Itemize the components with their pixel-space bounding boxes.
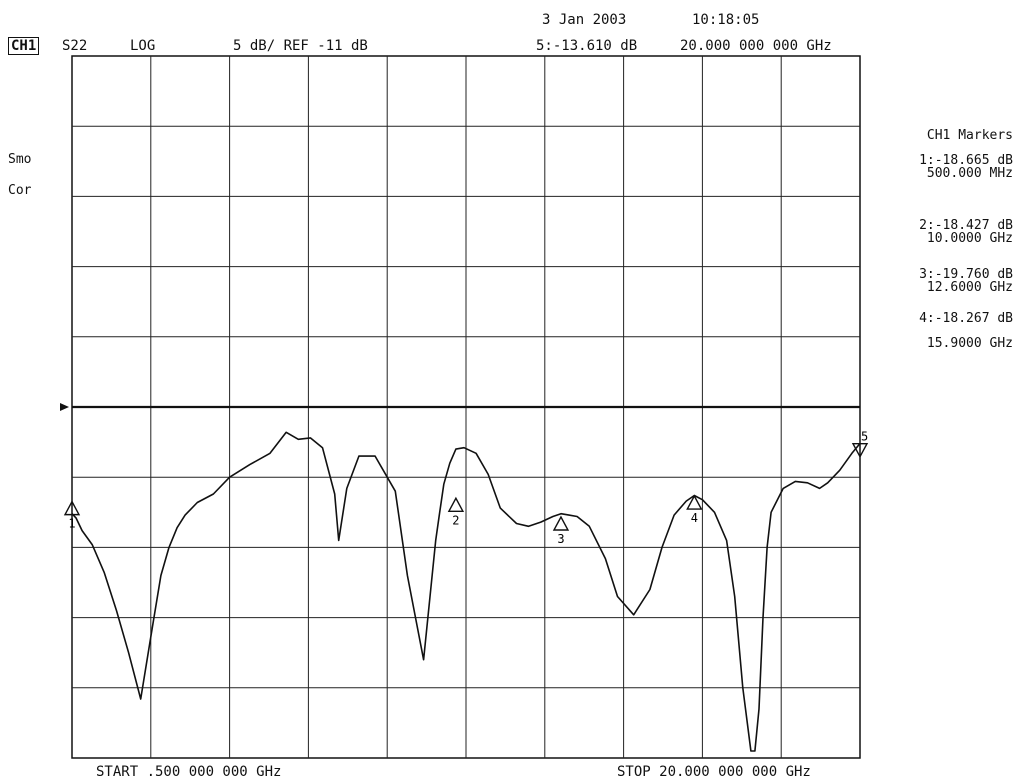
stop-frequency-label: STOP 20.000 000 000 GHz xyxy=(617,764,811,780)
start-frequency-label: START .500 000 000 GHz xyxy=(96,764,282,780)
marker-2-value: 2:-18.427 dB xyxy=(919,218,1013,233)
channel-label: CH1 xyxy=(8,37,40,55)
marker-triangle xyxy=(552,515,570,531)
marker-triangle xyxy=(447,496,465,512)
parameter-label: S22 xyxy=(62,38,88,54)
marker-5: 5 xyxy=(851,430,869,459)
marker-3-frequency: 12.6000 GHz xyxy=(926,280,1013,295)
marker-3: 3 xyxy=(552,515,570,546)
marker-1: 1 xyxy=(63,500,81,531)
marker-4: 4 xyxy=(686,494,703,525)
marker-2-frequency: 10.0000 GHz xyxy=(926,231,1013,246)
marker-4-value: 4:-18.267 dB xyxy=(919,311,1013,326)
marker-label: 4 xyxy=(691,511,698,525)
trace-series-1 xyxy=(71,431,861,752)
marker-label: 2 xyxy=(452,513,459,527)
marker-1-frequency: 500.000 MHz xyxy=(926,166,1013,181)
marker-4-frequency: 15.9000 GHz xyxy=(926,336,1013,351)
marker-triangle xyxy=(686,494,703,510)
scale-label: 5 dB/ REF -11 dB xyxy=(233,38,368,54)
date-label: 3 Jan 2003 xyxy=(542,12,627,28)
marker-label: 1 xyxy=(68,517,75,531)
marker-triangle xyxy=(851,442,869,459)
marker-3-value: 3:-19.760 dB xyxy=(919,267,1013,282)
marker-1-value: 1:-18.665 dB xyxy=(919,153,1013,168)
active-marker-value: 5:-13.610 dB xyxy=(536,38,638,54)
smoothing-annotation: Smo xyxy=(8,152,32,167)
correction-annotation: Cor xyxy=(8,183,32,198)
marker-label: 5 xyxy=(861,430,868,444)
format-label: LOG xyxy=(130,38,156,54)
marker-triangle xyxy=(63,500,81,516)
markers-panel-title: CH1 Markers xyxy=(926,128,1013,143)
active-marker-frequency: 20.000 000 000 GHz xyxy=(680,38,832,54)
marker-label: 3 xyxy=(557,532,564,546)
marker-2: 2 xyxy=(447,496,465,527)
reference-arrow xyxy=(60,403,69,411)
time-label: 10:18:05 xyxy=(692,12,760,28)
